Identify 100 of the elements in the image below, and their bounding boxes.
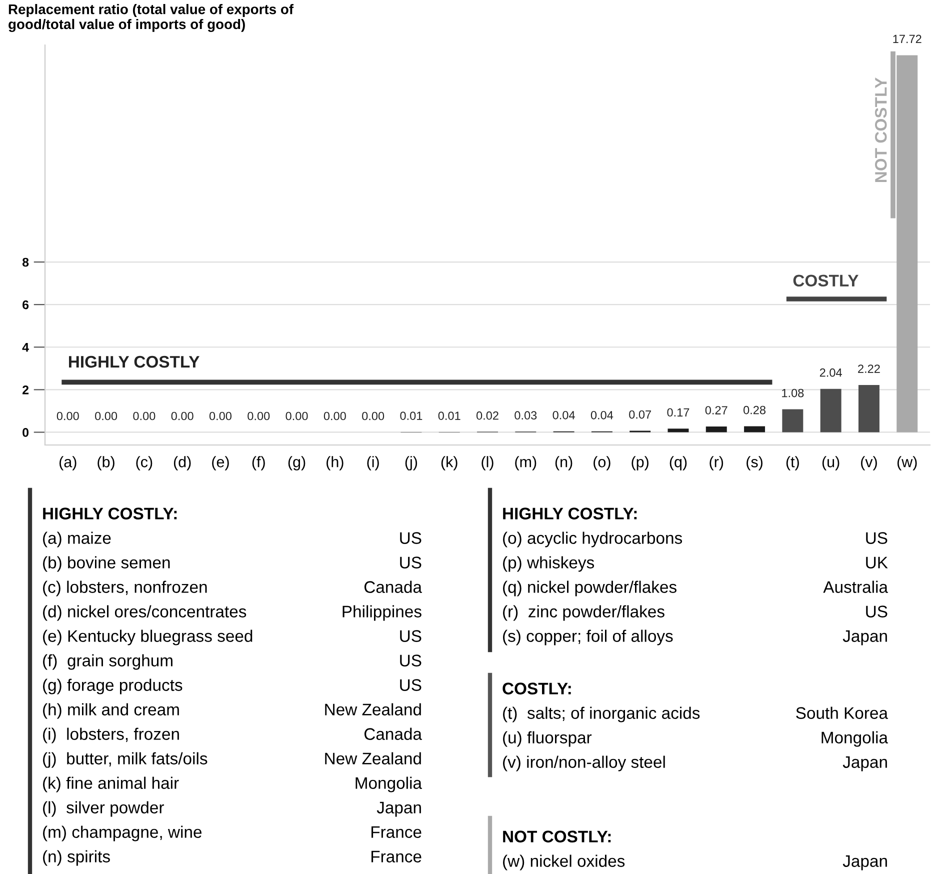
y-tick-label: 8 xyxy=(22,258,29,267)
data-label: 0.00 xyxy=(133,412,156,420)
text: (j) butter, milk fats/oils xyxy=(43,752,208,768)
data-label: 0.00 xyxy=(286,412,308,420)
text: US xyxy=(400,654,422,666)
text: COSTLY: xyxy=(502,682,571,694)
x-tick-label: (e) xyxy=(212,456,229,470)
annotation: NOT COSTLY xyxy=(874,78,887,182)
text: HIGHLY COSTLY: xyxy=(43,508,177,520)
bar xyxy=(706,426,727,432)
x-tick-label: (f) xyxy=(252,456,265,470)
annotation: COSTLY xyxy=(793,274,858,287)
text: (l) silver powder xyxy=(43,801,164,817)
text: (k) fine animal hair xyxy=(43,776,179,792)
data-label: 0.00 xyxy=(248,412,270,420)
annotation: HIGHLY COSTLY xyxy=(69,356,200,368)
data-label: 0.01 xyxy=(400,412,422,420)
text: (u) fluorspar xyxy=(503,731,592,747)
x-tick-label: (d) xyxy=(174,456,191,470)
text: (i) lobsters, frozen xyxy=(43,728,179,744)
x-tick-label: (a) xyxy=(60,456,76,470)
bar xyxy=(668,428,689,432)
x-tick-label: (c) xyxy=(136,456,152,470)
data-label: 2.22 xyxy=(858,364,880,373)
text: (o) acyclic hydrocarbons xyxy=(503,532,682,548)
text: US xyxy=(400,630,422,642)
text: UK xyxy=(866,556,888,568)
data-label: 0.03 xyxy=(514,411,537,420)
text: Mongolia xyxy=(822,731,888,747)
text: New Zealand xyxy=(325,703,421,716)
data-label: 0.00 xyxy=(324,412,346,420)
text: (r) zinc powder/flakes xyxy=(503,605,664,621)
y-tick-label: 6 xyxy=(22,300,29,310)
text: (g) forage products xyxy=(43,678,182,694)
data-label: 0.01 xyxy=(438,412,460,420)
x-tick-label: (t) xyxy=(786,456,799,470)
bar xyxy=(820,388,842,432)
data-label: 0.00 xyxy=(209,412,232,420)
data-label: 0.02 xyxy=(476,411,498,420)
text: Japan xyxy=(842,756,887,772)
x-tick-label: (w) xyxy=(897,456,917,470)
x-tick-label: (n) xyxy=(555,456,572,470)
text: (c) lobsters, nonfrozen xyxy=(43,580,207,596)
data-label: 0.27 xyxy=(705,406,728,414)
text: US xyxy=(400,532,422,544)
x-tick-label: (r) xyxy=(710,456,724,470)
data-label: 0.28 xyxy=(744,406,766,414)
x-tick-label: (v) xyxy=(861,456,877,470)
text: (n) spirits xyxy=(43,850,110,866)
data-label: 17.72 xyxy=(893,34,922,44)
text: (b) bovine semen xyxy=(43,556,170,572)
text: HIGHLY COSTLY: xyxy=(503,508,637,520)
x-tick-label: (u) xyxy=(822,456,840,470)
x-tick-label: (g) xyxy=(288,456,306,470)
text: South Korea xyxy=(796,706,888,719)
bar xyxy=(782,409,804,432)
data-label: 0.04 xyxy=(552,410,575,420)
data-label: 0.00 xyxy=(362,412,384,420)
text: Canada xyxy=(364,728,422,740)
text: (w) nickel oxides xyxy=(503,854,625,870)
text: Mongolia xyxy=(356,776,422,792)
x-tick-label: (q) xyxy=(670,456,687,470)
text: (h) milk and cream xyxy=(43,703,179,719)
text: US xyxy=(866,606,888,618)
x-tick-label: (p) xyxy=(632,456,648,470)
text: Canada xyxy=(364,580,422,593)
text: (q) nickel powder/flakes xyxy=(503,580,676,596)
data-label: 0.00 xyxy=(95,412,118,420)
text: (p) whiskeys xyxy=(503,556,594,572)
text: France xyxy=(372,850,422,862)
x-tick-label: (i) xyxy=(367,456,379,470)
text: US xyxy=(866,532,888,544)
text: Australia xyxy=(823,580,888,593)
text: (f) grain sorghum xyxy=(43,654,172,670)
x-tick-label: (b) xyxy=(98,456,114,470)
text: NOT COSTLY: xyxy=(503,830,611,842)
bar xyxy=(744,426,766,432)
x-tick-label: (l) xyxy=(482,456,494,470)
data-label: 1.08 xyxy=(782,388,804,398)
text: (d) nickel ores/concentrates xyxy=(43,605,246,621)
data-label: 0.07 xyxy=(629,410,651,419)
text: Japan xyxy=(842,630,887,646)
y-axis-title: Replacement ratio (total value of exports of good/total value of imports of good) xyxy=(8,4,294,32)
text: Japan xyxy=(842,855,887,870)
data-label: 2.04 xyxy=(820,368,842,377)
x-tick-label: (j) xyxy=(405,456,418,470)
text: (m) champagne, wine xyxy=(43,826,202,842)
text: (t) salts; of inorganic acids xyxy=(503,706,700,722)
text: (e) Kentucky bluegrass seed xyxy=(43,630,252,646)
text: France xyxy=(372,826,422,838)
text: US xyxy=(400,556,422,568)
x-tick-label: (s) xyxy=(746,456,762,470)
text: Philippines xyxy=(342,605,422,621)
text: US xyxy=(400,679,422,691)
y-tick-label: 0 xyxy=(22,428,29,437)
y-tick-label: 2 xyxy=(22,385,29,394)
text: Japan xyxy=(376,802,421,817)
x-tick-label: (k) xyxy=(441,456,458,470)
data-label: 0.17 xyxy=(667,408,690,417)
x-tick-label: (h) xyxy=(326,456,344,470)
